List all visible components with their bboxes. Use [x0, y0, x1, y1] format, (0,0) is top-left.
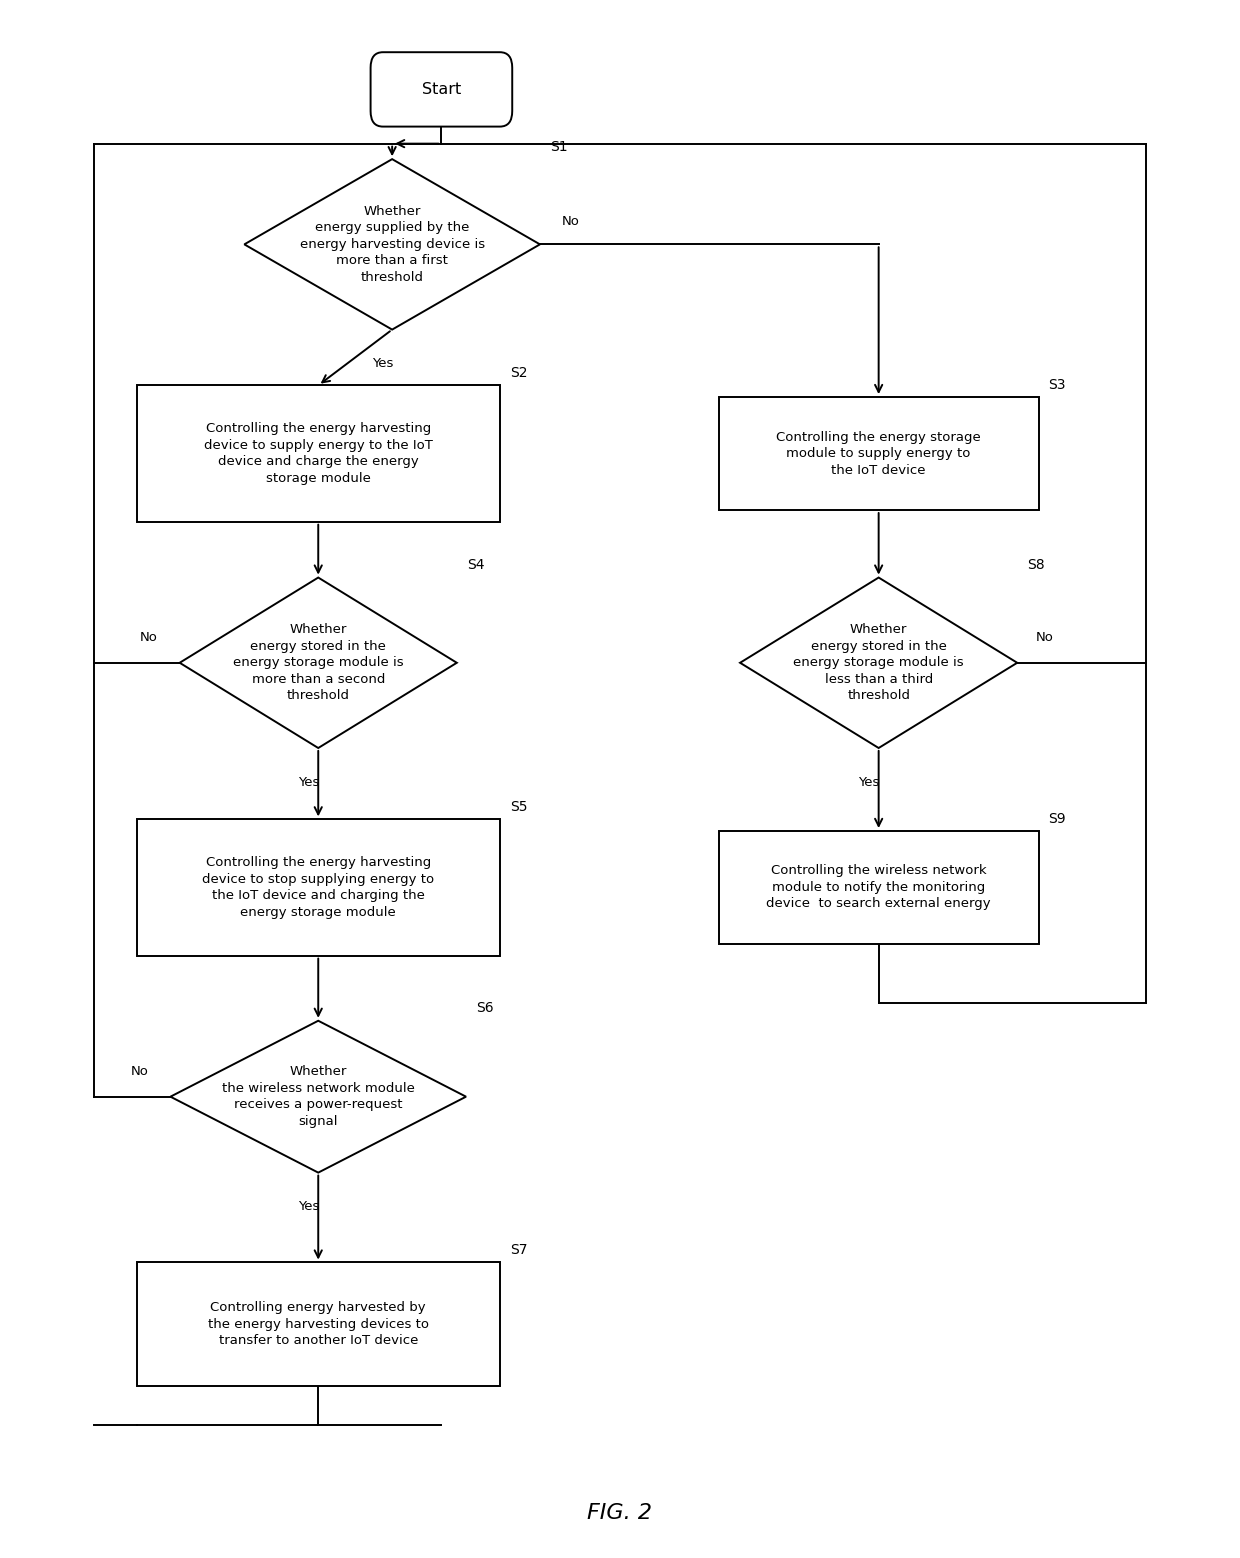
Text: Whether
the wireless network module
receives a power-request
signal: Whether the wireless network module rece…	[222, 1066, 414, 1128]
Text: Controlling the energy harvesting
device to supply energy to the IoT
device and : Controlling the energy harvesting device…	[203, 422, 433, 485]
Text: Controlling energy harvested by
the energy harvesting devices to
transfer to ano: Controlling energy harvested by the ener…	[208, 1301, 429, 1348]
Text: Controlling the wireless network
module to notify the monitoring
device  to sear: Controlling the wireless network module …	[766, 865, 991, 910]
Bar	[136, 820, 500, 955]
Text: S9: S9	[1049, 812, 1066, 826]
Text: Controlling the energy storage
module to supply energy to
the IoT device: Controlling the energy storage module to…	[776, 430, 981, 477]
Text: S6: S6	[476, 1002, 494, 1016]
Bar	[718, 397, 1039, 509]
Text: Yes: Yes	[372, 357, 393, 371]
Text: S8: S8	[1027, 558, 1044, 572]
Polygon shape	[170, 1020, 466, 1173]
Text: Whether
energy supplied by the
energy harvesting device is
more than a first
thr: Whether energy supplied by the energy ha…	[300, 204, 485, 284]
Polygon shape	[244, 159, 539, 330]
Text: FIG. 2: FIG. 2	[588, 1503, 652, 1522]
Text: S3: S3	[1049, 377, 1066, 391]
Text: No: No	[140, 631, 157, 645]
Text: Controlling the energy harvesting
device to stop supplying energy to
the IoT dev: Controlling the energy harvesting device…	[202, 857, 434, 919]
Text: S2: S2	[510, 366, 527, 380]
Bar	[136, 385, 500, 522]
Text: No: No	[562, 215, 579, 227]
Polygon shape	[740, 578, 1017, 748]
Text: Whether
energy stored in the
energy storage module is
less than a third
threshol: Whether energy stored in the energy stor…	[794, 623, 963, 703]
Text: No: No	[1035, 631, 1053, 645]
Bar	[718, 830, 1039, 944]
Text: Yes: Yes	[858, 776, 879, 788]
Text: Whether
energy stored in the
energy storage module is
more than a second
thresho: Whether energy stored in the energy stor…	[233, 623, 403, 703]
Text: S7: S7	[510, 1243, 527, 1257]
Text: S4: S4	[466, 558, 484, 572]
Text: S1: S1	[549, 140, 568, 154]
Polygon shape	[180, 578, 456, 748]
Text: S5: S5	[510, 799, 527, 813]
FancyBboxPatch shape	[371, 53, 512, 126]
Text: Yes: Yes	[298, 776, 319, 788]
Bar	[136, 1262, 500, 1387]
Text: Start: Start	[422, 83, 461, 97]
Text: No: No	[130, 1066, 149, 1078]
Text: Yes: Yes	[298, 1200, 319, 1214]
